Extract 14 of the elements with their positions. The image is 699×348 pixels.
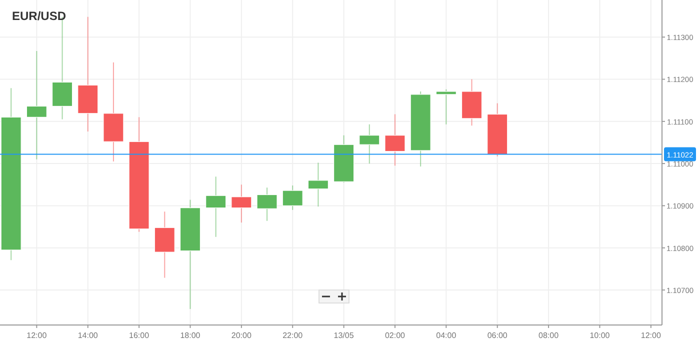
x-tick-label: 02:00 bbox=[384, 331, 406, 340]
x-tick-label: 10:00 bbox=[590, 331, 610, 340]
x-tick-label: 14:00 bbox=[78, 331, 98, 340]
x-tick-label: 06:00 bbox=[487, 331, 508, 340]
x-tick-label: 08:00 bbox=[538, 331, 560, 340]
x-tick-label: 22:00 bbox=[282, 331, 304, 340]
x-tick-label: 18:00 bbox=[180, 331, 201, 340]
text: EUR/USD bbox=[12, 9, 66, 23]
x-tick-label: 04:00 bbox=[436, 331, 457, 340]
x-tick-label: 20:00 bbox=[231, 331, 252, 340]
x-tick-label: 12:00 bbox=[26, 331, 48, 340]
x-tick-label: 13/05 bbox=[334, 331, 354, 340]
x-tick-label: 16:00 bbox=[129, 331, 150, 340]
x-tick-label: 12:00 bbox=[640, 331, 662, 340]
